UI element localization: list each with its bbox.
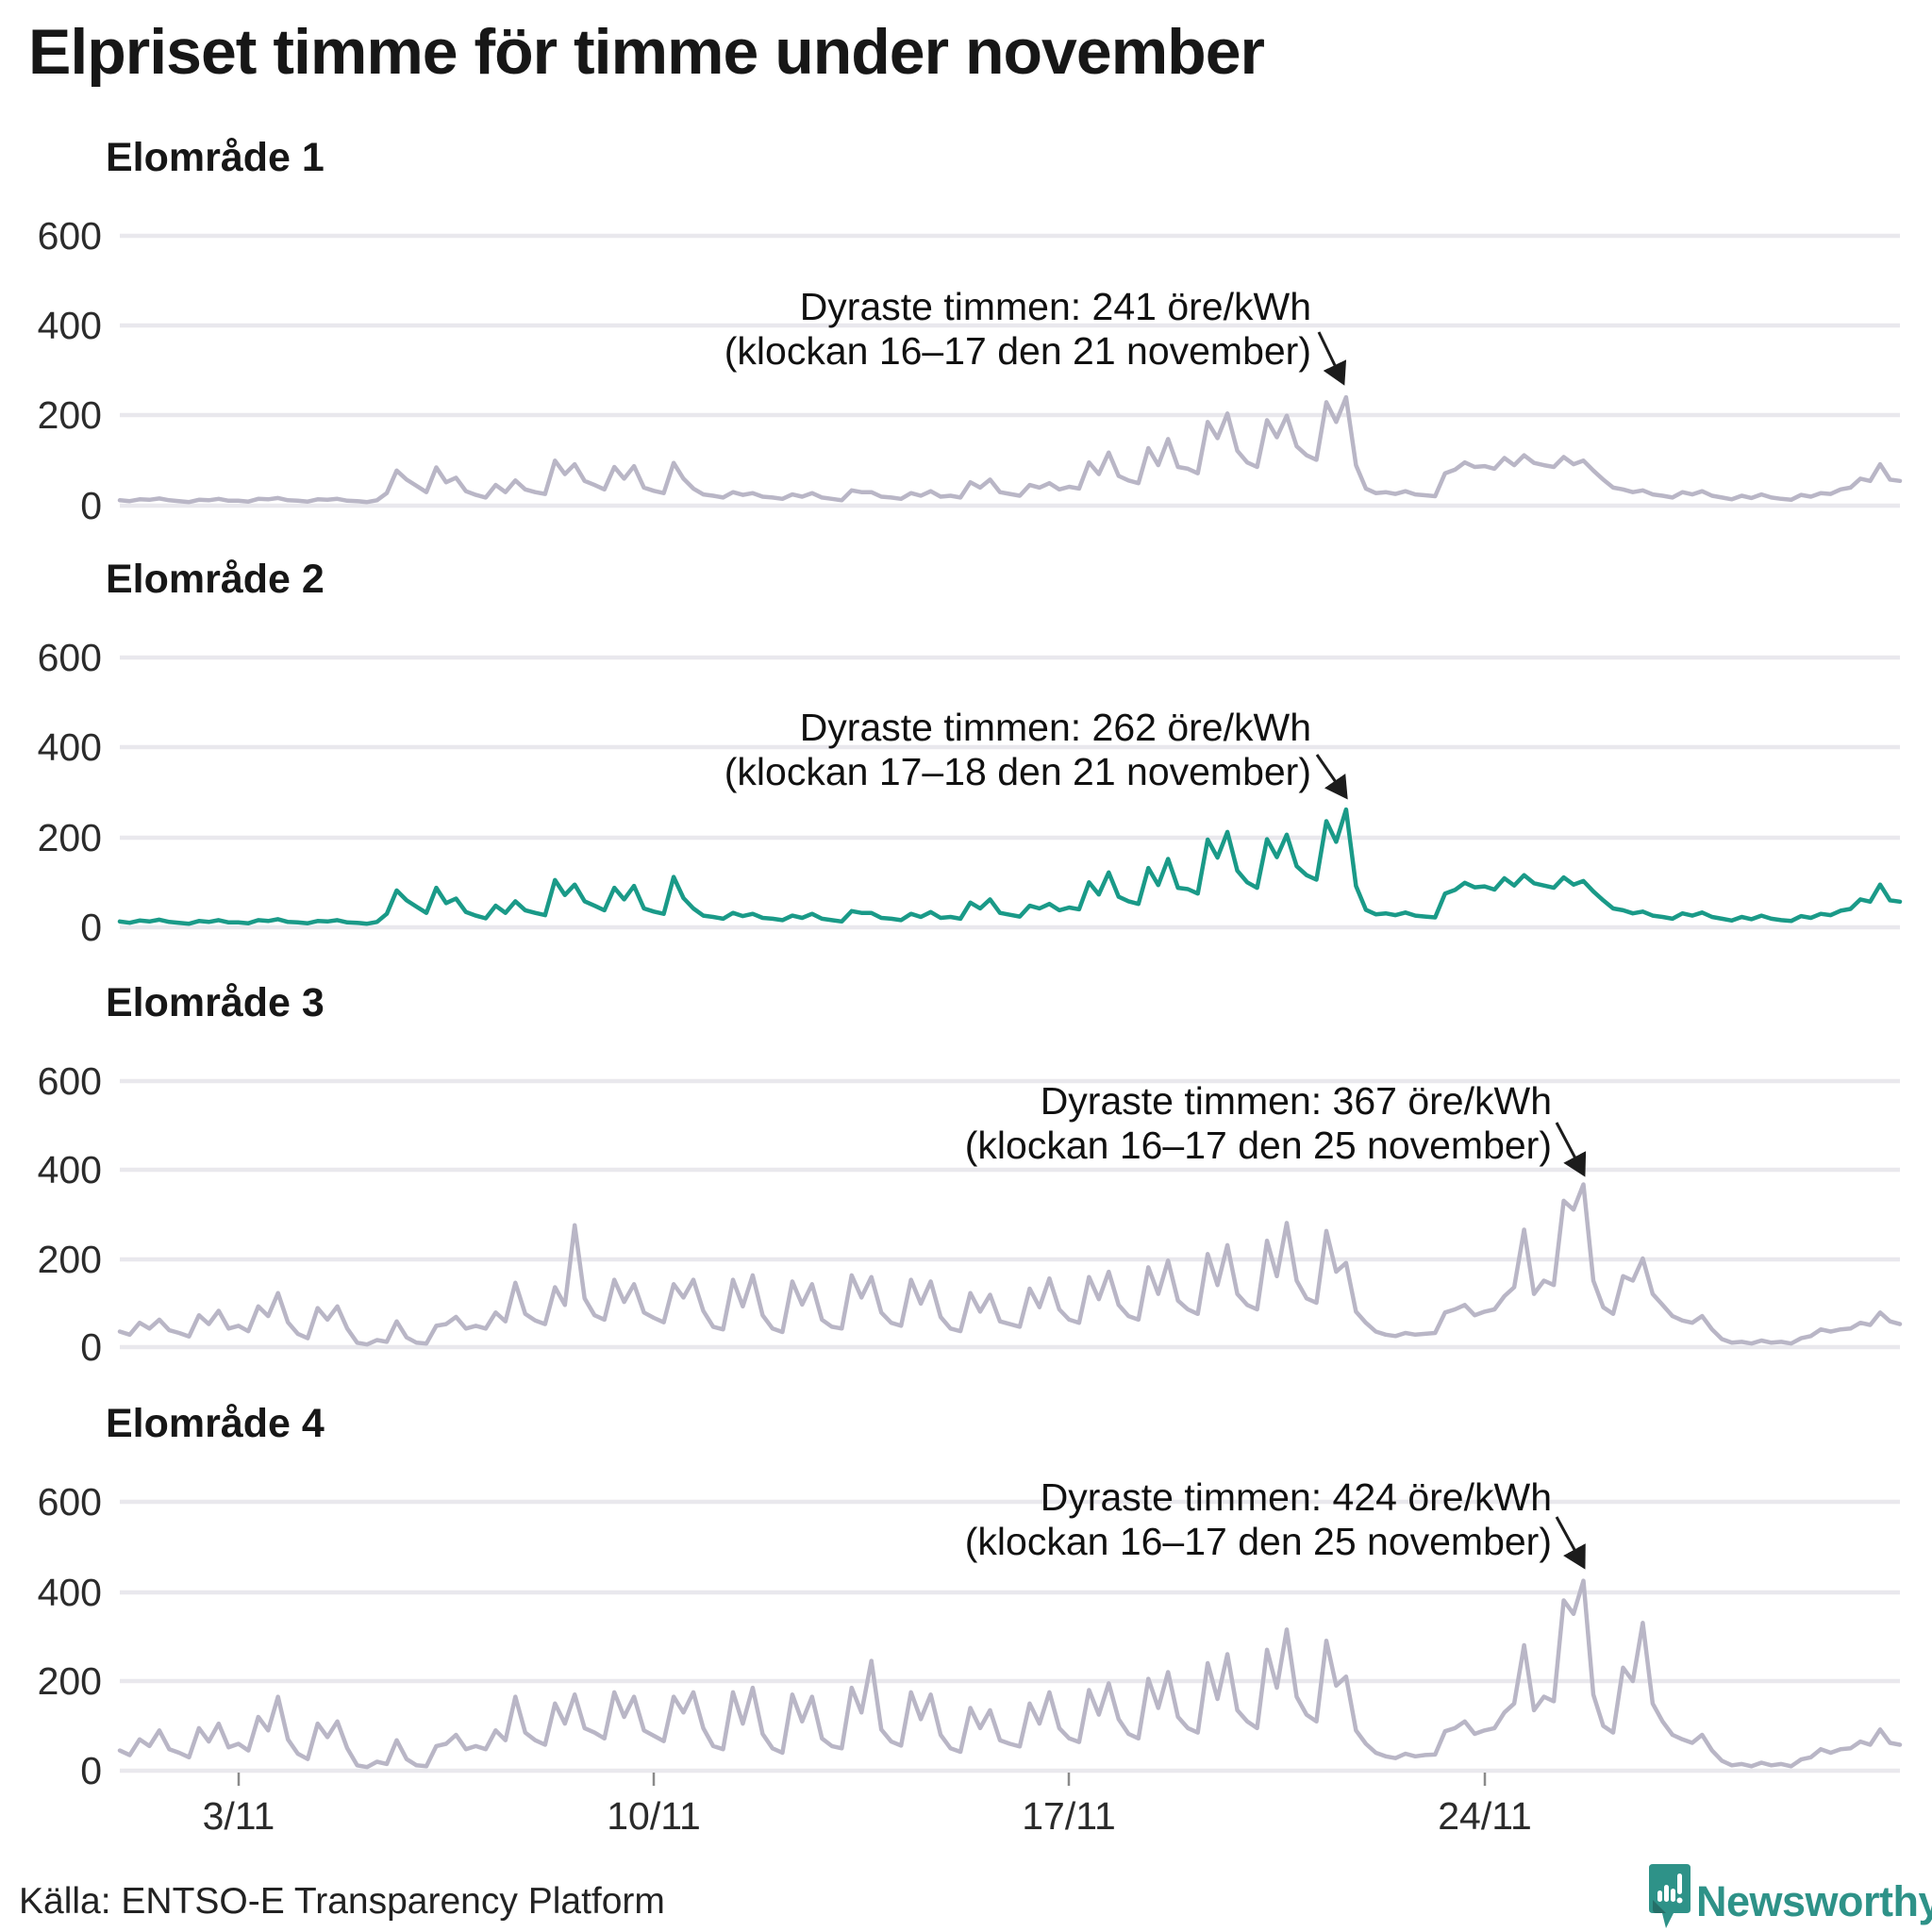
annotation-line2: (klockan 17–18 den 21 november)	[724, 750, 1311, 794]
x-axis-ticks	[237, 1773, 1487, 1786]
y-tick-label: 200	[37, 816, 102, 859]
annotation-elomrade-3: Dyraste timmen: 367 öre/kWh (klockan 16–…	[965, 1079, 1552, 1168]
x-tick-label: 3/11	[202, 1794, 275, 1838]
chart-title-elomrade-1: Elområde 1	[106, 135, 325, 180]
y-tick-label: 0	[80, 906, 102, 949]
y-tick-label: 200	[37, 1659, 102, 1703]
annotation-line1: Dyraste timmen: 262 öre/kWh	[799, 706, 1311, 749]
gridlines-elomrade-2	[120, 655, 1900, 930]
series-line-elomrade-3	[117, 1182, 1903, 1347]
annotation-elomrade-4: Dyraste timmen: 424 öre/kWh (klockan 16–…	[965, 1475, 1552, 1564]
y-tick-label: 0	[80, 484, 102, 527]
y-tick-label: 600	[37, 1480, 102, 1524]
chart-title-elomrade-2: Elområde 2	[106, 557, 325, 602]
annotation-arrow-elomrade-2	[1315, 754, 1348, 800]
chart-title-elomrade-3: Elområde 3	[106, 980, 325, 1025]
y-tick-label: 600	[37, 1059, 102, 1103]
y-tick-label: 400	[37, 725, 102, 769]
y-tick-label: 0	[80, 1325, 102, 1369]
gridlines-elomrade-1	[120, 233, 1900, 508]
page-title: Elpriset timme för timme under november	[28, 16, 1265, 88]
y-tick-label: 400	[37, 1148, 102, 1191]
x-tick-label: 17/11	[1022, 1794, 1116, 1838]
series-line-elomrade-2	[117, 807, 1903, 926]
annotation-line1: Dyraste timmen: 424 öre/kWh	[1040, 1475, 1552, 1519]
y-tick-label: 400	[37, 1571, 102, 1614]
y-tick-label: 400	[37, 304, 102, 347]
gridlines-elomrade-4	[120, 1499, 1900, 1774]
newsworthy-logo-icon	[1649, 1864, 1690, 1928]
annotation-arrow-elomrade-4	[1555, 1516, 1586, 1570]
annotation-elomrade-1: Dyraste timmen: 241 öre/kWh (klockan 16–…	[724, 285, 1311, 374]
newsworthy-wordmark: Newsworthy	[1696, 1877, 1932, 1925]
y-tick-label: 600	[37, 214, 102, 258]
y-tick-label: 200	[37, 1238, 102, 1281]
annotation-arrow-elomrade-1	[1317, 331, 1347, 386]
y-tick-label: 600	[37, 636, 102, 679]
annotation-line2: (klockan 16–17 den 21 november)	[724, 329, 1311, 374]
x-tick-label: 24/11	[1438, 1794, 1532, 1838]
series-line-elomrade-4	[117, 1578, 1903, 1770]
annotation-arrow-elomrade-3	[1555, 1122, 1587, 1177]
annotation-line2: (klockan 16–17 den 25 november)	[964, 1520, 1552, 1564]
annotation-line1: Dyraste timmen: 241 öre/kWh	[799, 285, 1311, 328]
gridlines-elomrade-3	[120, 1078, 1900, 1350]
source-note: Källa: ENTSO-E Transparency Platform	[19, 1881, 665, 1922]
y-tick-label: 0	[80, 1749, 102, 1792]
y-tick-label: 200	[37, 393, 102, 437]
x-tick-label: 10/11	[607, 1794, 701, 1838]
chart-title-elomrade-4: Elområde 4	[106, 1401, 325, 1446]
annotation-line1: Dyraste timmen: 367 öre/kWh	[1040, 1079, 1552, 1123]
series-line-elomrade-1	[117, 394, 1903, 505]
annotation-line2: (klockan 16–17 den 25 november)	[964, 1124, 1552, 1168]
annotation-elomrade-2: Dyraste timmen: 262 öre/kWh (klockan 17–…	[724, 706, 1311, 794]
